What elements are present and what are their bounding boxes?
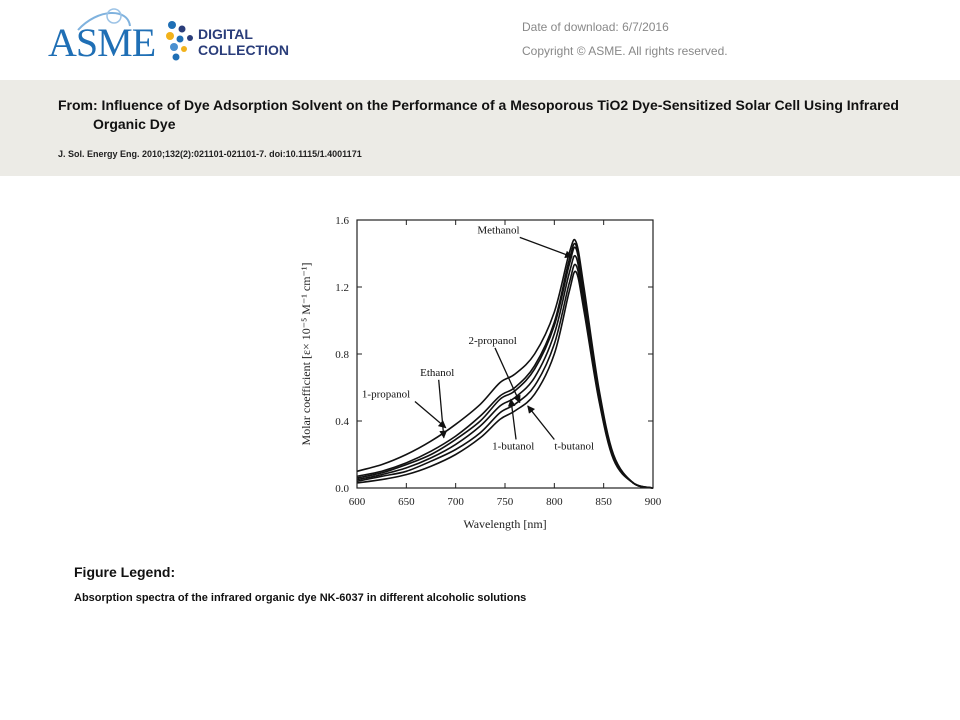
annotation-label-1-butanol: 1-butanol xyxy=(492,440,534,452)
article-header-band xyxy=(0,80,960,176)
annotation-label-t-butanol: t-butanol xyxy=(554,440,594,452)
annotation-arrow-ethanol xyxy=(438,379,448,439)
copyright-notice: Copyright © ASME. All rights reserved. xyxy=(522,44,728,58)
absorption-spectra-chart: Methanol 2-propanol Ethanol 1-propanol 1-but… xyxy=(299,215,662,531)
annotation-arrow-1-propanol xyxy=(414,401,447,429)
x-tick-label: 750 xyxy=(497,496,514,508)
annotation-label-1-propanol: 1-propanol xyxy=(362,389,410,401)
annotation-label-ethanol: Ethanol xyxy=(420,367,454,379)
x-tick-label: 800 xyxy=(546,496,563,508)
y-tick-label: 0.4 xyxy=(335,416,349,428)
figure-legend-text: Absorption spectra of the infrared organ… xyxy=(74,592,527,604)
logo-sub-collection: COLLECTION xyxy=(198,42,289,58)
logo-dots-icon xyxy=(166,21,193,61)
x-tick-label: 650 xyxy=(398,496,415,508)
figure-legend-title: Figure Legend: xyxy=(74,564,176,580)
y-tick-label: 0.8 xyxy=(335,349,349,361)
article-citation[interactable]: J. Sol. Energy Eng. 2010;132(2):021101-0… xyxy=(58,149,362,159)
series-line-t-butanol xyxy=(356,270,654,489)
annotation-label-2-propanol: 2-propanol xyxy=(468,335,516,347)
annotation-arrow-methanol xyxy=(519,236,573,259)
x-axis-label: Wavelength [nm] xyxy=(463,517,546,531)
asme-logo[interactable]: ASME DIGITAL COLLECTION xyxy=(48,8,328,68)
annotation-arrow-2-propanol xyxy=(494,347,521,404)
y-tick-label: 1.2 xyxy=(335,282,349,294)
logo-arc-icon xyxy=(77,8,131,31)
y-tick-label: 0.0 xyxy=(335,483,349,495)
logo-sub-digital: DIGITAL xyxy=(198,26,253,42)
annotation-label-methanol: Methanol xyxy=(477,224,519,236)
article-title: From: Influence of Dye Adsorption Solven… xyxy=(58,97,899,132)
y-tick-label: 1.6 xyxy=(335,215,349,227)
x-tick-label: 850 xyxy=(595,496,612,508)
x-tick-label: 700 xyxy=(447,496,464,508)
download-date: Date of download: 6/7/2016 xyxy=(522,20,669,34)
y-axis-label: Molar coefficient [ε× 10⁻⁵ M⁻¹ cm⁻¹] xyxy=(299,263,313,446)
annotation-arrow-1-butanol xyxy=(507,398,517,440)
annotation-arrow-t-butanol xyxy=(527,405,555,440)
series-line-2-propanol xyxy=(356,255,654,489)
x-tick-label: 900 xyxy=(645,496,662,508)
logo-text: ASME xyxy=(48,20,155,65)
series-line-1-butanol xyxy=(356,263,654,489)
x-tick-label: 600 xyxy=(349,496,366,508)
